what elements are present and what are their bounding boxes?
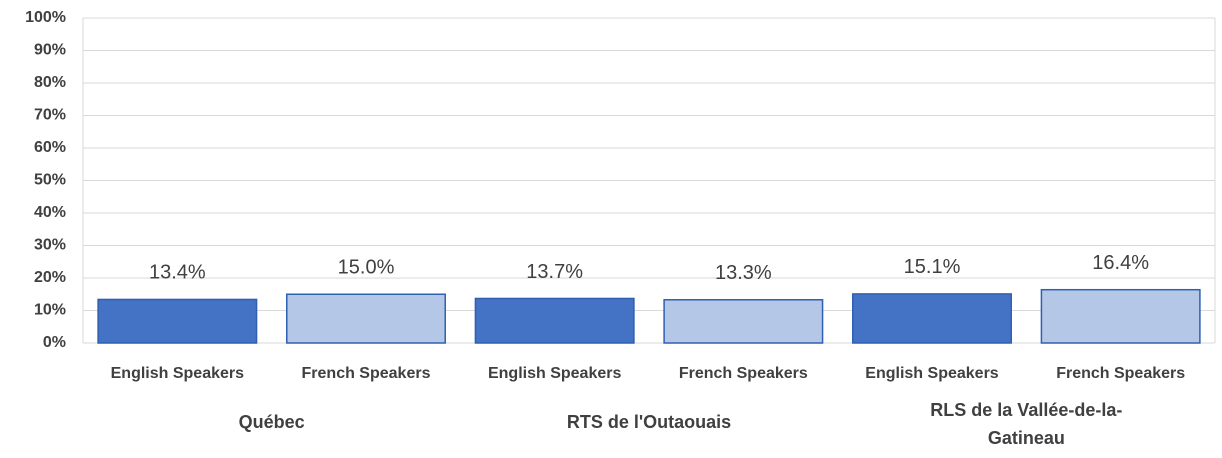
y-tick-label: 60% [34, 139, 66, 156]
value-label: 15.1% [904, 256, 961, 278]
bar [663, 299, 824, 344]
y-tick-label: 100% [25, 9, 66, 26]
y-tick-label: 10% [34, 302, 66, 319]
x-tick-label: English Speakers [111, 365, 244, 382]
bar [1040, 288, 1201, 344]
group-label: RTS de l'Outaouais [566, 412, 732, 432]
group-label: RLS de la Vallée-de-la-Gatineau [930, 400, 1123, 448]
bar [852, 293, 1012, 344]
bar [97, 298, 258, 344]
value-label: 15.0% [338, 257, 395, 279]
y-tick-label: 0% [43, 334, 66, 351]
value-label: 13.3% [715, 262, 772, 284]
y-tick-label: 70% [34, 107, 66, 124]
y-tick-label: 40% [34, 204, 66, 221]
x-tick-label: English Speakers [865, 365, 998, 382]
y-tick-label: 80% [34, 74, 66, 91]
x-tick-label: French Speakers [679, 365, 808, 382]
bar [474, 297, 635, 344]
value-label: 13.7% [526, 261, 583, 283]
bar [286, 293, 446, 344]
group-label: Québec [238, 412, 305, 432]
value-label: 16.4% [1092, 252, 1149, 274]
x-tick-label: French Speakers [1056, 365, 1185, 382]
y-tick-label: 90% [34, 42, 66, 59]
y-tick-label: 50% [34, 172, 66, 189]
x-tick-label: English Speakers [488, 365, 621, 382]
x-tick-label: French Speakers [302, 365, 431, 382]
y-tick-label: 30% [34, 237, 66, 254]
value-label: 13.4% [149, 262, 206, 284]
y-tick-label: 20% [34, 269, 66, 286]
